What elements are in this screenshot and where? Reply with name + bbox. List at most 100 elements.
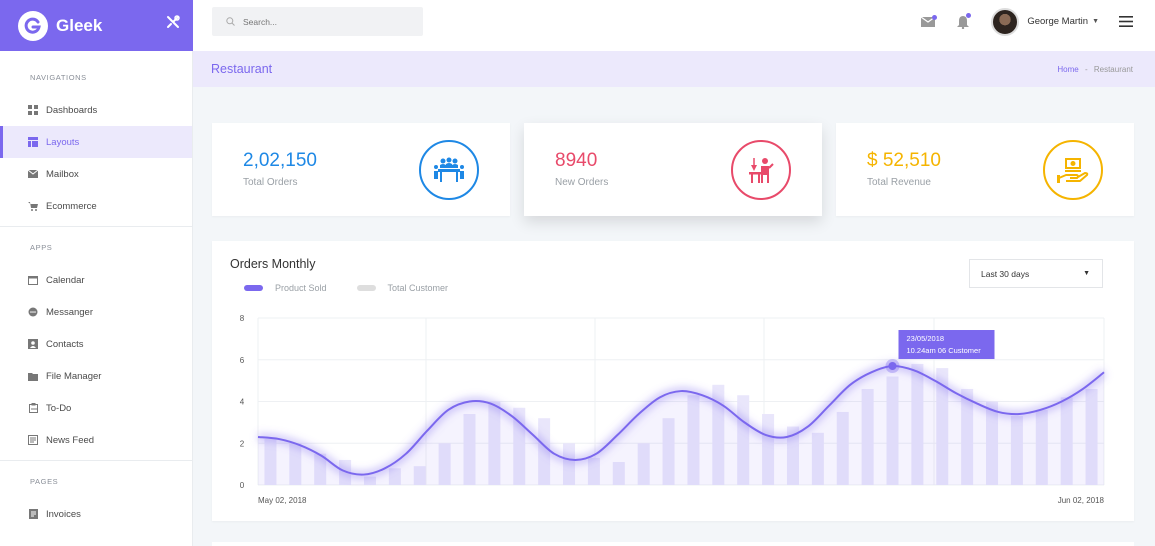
sidebar-item-mailbox[interactable]: Mailbox: [0, 158, 192, 190]
bar-total-customer: [363, 476, 376, 485]
notification-dot: [932, 14, 938, 20]
user-name[interactable]: George Martin: [1027, 16, 1089, 27]
sidebar-item-news-feed[interactable]: News Feed: [0, 424, 192, 456]
brand-logo-icon[interactable]: [18, 10, 48, 41]
sidebar-item-layouts[interactable]: Layouts: [0, 126, 192, 158]
chart-title: Orders Monthly: [230, 257, 316, 271]
chevron-down-icon[interactable]: ▼: [1092, 18, 1099, 25]
calendar-icon: [28, 275, 38, 285]
stat-value: 2,02,150: [243, 150, 317, 171]
legend-label: Total Customer: [387, 283, 449, 293]
avatar[interactable]: [991, 7, 1020, 36]
sidebar-item-label: Messanger: [46, 306, 93, 318]
breadcrumb-separator: -: [1084, 65, 1088, 74]
legend-label: Product Sold: [275, 283, 327, 293]
sidebar-item-invoices[interactable]: Invoices: [0, 498, 192, 530]
legend-item-product-sold[interactable]: Product Sold: [244, 283, 327, 293]
line-product-sold: [257, 364, 1105, 476]
sidebar-item-messanger[interactable]: Messanger: [0, 296, 192, 328]
bar-total-customer: [1010, 416, 1023, 485]
bar-total-customer: [438, 443, 451, 485]
x-axis-start-label: May 02, 2018: [258, 496, 307, 505]
sidebar-item-label: News Feed: [46, 434, 95, 446]
sidebar-item-file-manager[interactable]: File Manager: [0, 360, 192, 392]
tooltip-box: [898, 330, 995, 360]
stat-card-total-revenue: $ 52,510 Total Revenue: [836, 123, 1134, 216]
nav-section-title: NAVIGATIONS: [30, 73, 87, 82]
legend-item-total-customer[interactable]: Total Customer: [356, 283, 449, 293]
bell-icon[interactable]: [957, 12, 972, 29]
bar-total-customer: [538, 418, 551, 485]
bar-total-customer: [1060, 397, 1073, 485]
breadcrumb: Home - Restaurant: [1057, 65, 1133, 74]
sidebar-item-label: Mailbox: [46, 168, 79, 180]
bar-total-customer: [413, 466, 426, 485]
stat-label: New Orders: [555, 177, 609, 188]
dining-table-icon: [419, 140, 479, 200]
chevron-down-icon: ▼: [1083, 270, 1090, 277]
y-tick-label: 8: [240, 314, 245, 323]
bar-total-customer: [861, 388, 874, 485]
layout-icon: [28, 137, 38, 147]
breadcrumb-home-link[interactable]: Home: [1057, 65, 1079, 74]
topbar-actions: George Martin ▼: [921, 0, 1155, 43]
next-card-edge: [212, 542, 1134, 546]
bar-total-customer: [388, 468, 401, 485]
breadcrumb-current: Restaurant: [1093, 65, 1133, 74]
x-axis-end-label: Jun 02, 2018: [1058, 496, 1105, 505]
bar-total-customer: [662, 418, 675, 485]
bar-total-customer: [637, 443, 650, 485]
search-box[interactable]: [212, 7, 423, 36]
page-title: Restaurant: [211, 62, 273, 76]
brand-name: Gleek: [56, 15, 103, 35]
sidebar-item-label: Ecommerce: [46, 200, 97, 212]
y-tick-label: 2: [240, 439, 245, 448]
sidebar: NAVIGATIONS Dashboards Layouts Mailbox E…: [0, 51, 193, 546]
nav-section-pages: PAGES Invoices: [0, 460, 192, 530]
bar-total-customer: [488, 401, 501, 485]
legend-swatch: [244, 285, 263, 291]
bar-total-customer: [986, 401, 999, 485]
sidebar-item-to-do[interactable]: To-Do: [0, 392, 192, 424]
nav-section-title: APPS: [30, 243, 53, 252]
search-input[interactable]: [243, 16, 413, 27]
bar-total-customer: [687, 395, 700, 485]
stat-value: 8940: [555, 150, 598, 171]
sidebar-item-dashboards[interactable]: Dashboards: [0, 94, 192, 126]
nav-section-navigations: NAVIGATIONS Dashboards Layouts Mailbox E…: [0, 51, 192, 222]
mail-notification-icon[interactable]: [921, 14, 938, 27]
stat-label: Total Revenue: [867, 177, 931, 188]
nav-section-apps: APPS Calendar Messanger Contacts File Ma…: [0, 226, 192, 456]
y-tick-label: 4: [240, 398, 245, 407]
bar-total-customer: [712, 384, 725, 485]
highlight-point: [888, 362, 897, 371]
invoice-icon: [28, 509, 38, 519]
sidebar-item-calendar[interactable]: Calendar: [0, 264, 192, 296]
date-range-select[interactable]: Last 30 days ▼: [969, 259, 1103, 288]
cart-icon: [28, 201, 38, 211]
date-range-value: Last 30 days: [981, 268, 1030, 279]
tools-icon[interactable]: [165, 14, 181, 35]
orders-chart: 0 2 4 6 8 23/05/2018 10.24am 06 Customer May 02…: [240, 314, 1107, 505]
brand-header: Gleek: [0, 0, 193, 51]
bar-total-customer: [1085, 388, 1098, 485]
bar-total-customer: [836, 411, 849, 485]
stat-value: $ 52,510: [867, 150, 941, 171]
bar-total-customer: [886, 376, 899, 485]
stat-card-total-orders: 2,02,150 Total Orders: [212, 123, 510, 216]
bar-total-customer: [587, 457, 600, 485]
sidebar-item-label: Calendar: [46, 274, 85, 286]
mail-icon: [28, 169, 38, 179]
sidebar-item-contacts[interactable]: Contacts: [0, 328, 192, 360]
bar-total-customer: [811, 432, 824, 485]
search-icon: [226, 13, 235, 31]
bar-total-customer: [563, 443, 576, 485]
hamburger-menu-icon[interactable]: [1119, 16, 1133, 27]
bar-total-customer: [612, 462, 625, 485]
tooltip-detail: 10.24am 06 Customer: [907, 346, 982, 355]
sidebar-item-ecommerce[interactable]: Ecommerce: [0, 190, 192, 222]
bar-total-customer: [786, 426, 799, 485]
bar-total-customer: [1035, 409, 1048, 485]
nav-section-title: PAGES: [30, 477, 59, 486]
